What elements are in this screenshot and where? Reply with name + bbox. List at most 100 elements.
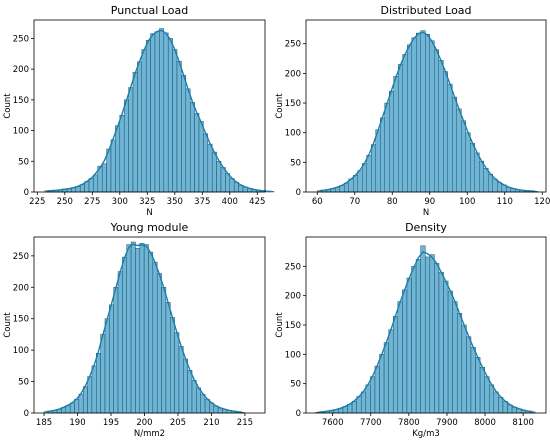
y-tick-label: 250 — [13, 34, 29, 44]
chart-title: Punctual Load — [111, 4, 188, 17]
y-tick-label: 100 — [13, 346, 29, 356]
histogram-bar — [82, 386, 88, 414]
histogram-bar — [344, 182, 349, 193]
x-tick-label: 210 — [203, 418, 219, 428]
histogram-bar — [196, 387, 201, 414]
y-tick-label: 0 — [24, 188, 29, 198]
y-axis-label: Count — [3, 93, 13, 119]
histogram-bar — [167, 38, 173, 193]
x-tick-label: 7600 — [322, 418, 344, 428]
histogram-bar — [135, 248, 141, 414]
y-tick-label: 150 — [13, 96, 29, 106]
histogram-bar — [484, 376, 490, 414]
histogram-bar — [393, 76, 399, 193]
x-tick-label: 110 — [497, 197, 513, 207]
histogram-bar — [452, 96, 457, 193]
y-axis-label: Count — [275, 93, 285, 119]
histogram-bar — [161, 287, 167, 414]
histogram-bar — [109, 304, 114, 414]
x-tick-label: 70 — [349, 197, 360, 207]
histogram-bar — [456, 108, 462, 193]
y-tick-label: 150 — [13, 315, 29, 325]
histogram-bar — [492, 178, 498, 193]
histogram-bar — [113, 287, 119, 414]
histogram-bar — [170, 317, 175, 414]
histogram-bar — [87, 376, 93, 414]
histogram-bar — [203, 133, 209, 193]
histogram-bar — [465, 132, 471, 193]
x-tick-label: 185 — [36, 418, 52, 428]
y-tick-label: 250 — [13, 252, 29, 262]
y-tick-label: 150 — [285, 99, 301, 109]
histogram-bar — [415, 259, 421, 414]
histogram-bar — [383, 342, 389, 414]
x-tick-label: 350 — [167, 197, 183, 207]
panel-4: 7600 7700 7800 7900 8000 8100 0 50 100 150 200 250 D… — [275, 221, 547, 439]
x-tick-label: 60 — [312, 197, 323, 207]
chart-title: Density — [405, 221, 447, 234]
histogram-bar — [78, 393, 84, 414]
histogram-bar — [479, 160, 484, 193]
x-tick-label: 90 — [424, 197, 435, 207]
histogram-bar — [461, 120, 466, 193]
histogram-bar — [154, 31, 160, 193]
histogram-bar — [397, 301, 403, 414]
histogram-bar — [493, 391, 499, 414]
histogram-bar — [411, 37, 417, 193]
histogram-bar — [229, 178, 235, 193]
y-tick-label: 0 — [296, 409, 301, 419]
histogram-bar — [470, 143, 475, 193]
y-axis-label: Count — [275, 312, 285, 338]
histogram-bar — [159, 28, 165, 193]
x-tick-label: 205 — [170, 418, 186, 428]
histogram-bar — [126, 244, 132, 414]
x-tick-label: 190 — [69, 418, 85, 428]
histogram-bar — [100, 334, 106, 414]
x-tick-label: 120 — [534, 197, 550, 207]
histogram-bar — [123, 99, 129, 193]
histogram-bar — [443, 280, 449, 414]
histogram-bar — [145, 40, 151, 193]
histogram-bar — [185, 88, 191, 193]
y-tick-label: 200 — [13, 65, 29, 75]
y-tick-label: 100 — [285, 129, 301, 139]
histogram-bar — [371, 144, 376, 193]
histogram-bar — [225, 173, 231, 193]
x-tick-label: 7800 — [398, 418, 420, 428]
x-tick-label: 375 — [194, 197, 210, 207]
histogram-bar — [74, 398, 80, 414]
histogram-bar — [438, 271, 444, 414]
histogram-bar — [132, 71, 138, 193]
histogram-bar — [438, 60, 444, 193]
histogram-bar — [216, 161, 222, 193]
kde-line — [319, 31, 536, 192]
histogram-bar — [375, 129, 381, 193]
histogram-bar — [420, 245, 426, 414]
histogram-bar — [191, 380, 197, 414]
histogram-bar — [137, 61, 143, 193]
histogram-bar — [181, 75, 187, 193]
histogram-bar — [407, 44, 412, 193]
histogram-bar — [370, 376, 376, 414]
y-tick-label: 100 — [285, 350, 301, 360]
histogram-bar — [93, 174, 99, 193]
x-tick-label: 200 — [136, 418, 152, 428]
histogram-bar — [402, 289, 408, 414]
histogram-bar — [194, 113, 200, 193]
axes-frame — [305, 19, 547, 193]
x-tick-label: 8000 — [474, 418, 496, 428]
histogram-bar — [141, 49, 147, 193]
x-tick-label: 7700 — [360, 418, 382, 428]
panel-1: 225 250 275 300 325 350 375 400 425 0 50 100 150 200 2… — [3, 4, 275, 218]
histogram-bar — [365, 384, 371, 414]
histogram-bar — [425, 33, 430, 193]
histogram-bar — [388, 329, 394, 414]
histogram-bar — [178, 346, 184, 414]
x-tick-label: 425 — [249, 197, 265, 207]
histogram-bar — [498, 396, 504, 414]
histogram-bar — [470, 347, 476, 414]
histogram-bar — [353, 175, 358, 193]
histogram-bar — [152, 261, 158, 414]
